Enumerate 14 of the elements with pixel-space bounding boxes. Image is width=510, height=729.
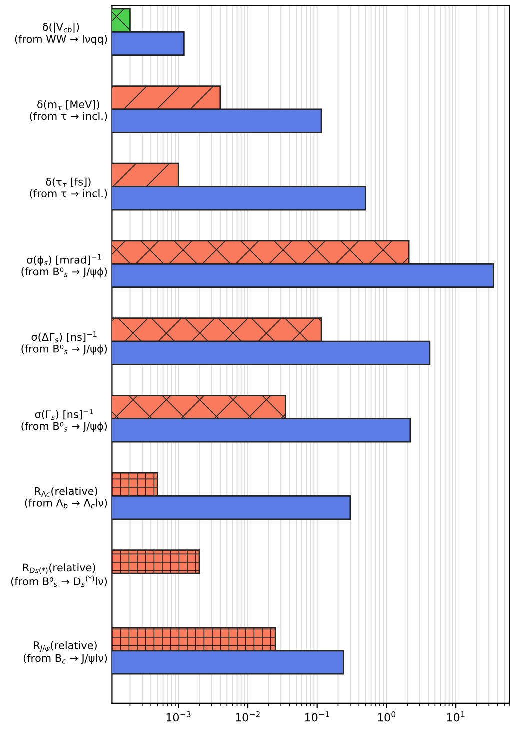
y-tick-label: δ(τ$_{τ}$ [fs]) (from τ → incl.) [30,178,108,199]
category-label: R$_{Ds(*)}$(relative) (from B⁰$_{s}$ → D$_{s}$$^{(*)}$lν) [11,564,108,588]
y-tick-label: δ(m$_{τ}$ [MeV]) (from τ → incl.) [30,100,108,122]
x-tick-label: 10$^{1}$ [447,712,465,722]
x-tick-label: 10$^{−3}$ [166,712,191,722]
category-label: σ(ϕ$_{s}$) [mrad]$^{−1}$ (from B⁰$_{s}$ → J/ψϕ) [22,254,108,278]
y-tick-label: R$_{Λc}$(relative) (from Λ$_{b}$ → Λ$_{c}$lν) [25,487,108,509]
x-tick-label: 10$^{0}$ [378,712,396,722]
y-tick-label: δ(|V$_{cb}$|) (from WW → lνqq) [15,22,108,46]
category-label: σ(Γ$_{s}$) [ns]$^{−1}$ (from B⁰$_{s}$ → J/ψϕ) [22,408,108,432]
category-label: σ(ΔΓ$_{s}$) [ns]$^{−1}$ (from B⁰$_{s}$ → J/ψϕ) [22,332,108,355]
y-tick-label: R$_{J/ψ}$(relative) (from B$_{c}$ → J/ψlν) [24,641,108,664]
x-tick-label: 10$^{−1}$ [306,712,330,722]
x-tick-label: 10$^{−2}$ [236,712,260,722]
